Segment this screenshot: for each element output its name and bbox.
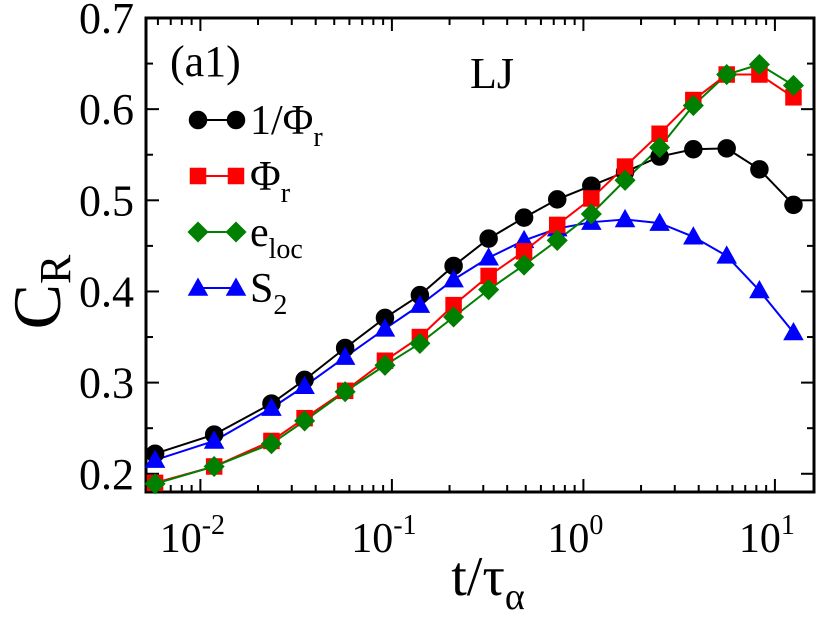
legend-marker-2 [187,221,209,243]
data-point-3 [294,375,315,395]
data-point-3 [683,226,704,245]
data-point-2 [513,254,535,276]
data-point-2 [682,94,704,117]
data-point-2 [409,332,431,354]
data-point-2 [580,203,602,225]
y-tick-label: 0.6 [79,85,134,134]
data-point-2 [748,53,770,76]
data-point-2 [443,306,465,328]
data-point-3 [443,269,464,288]
x-tick-label: 10-2 [160,510,225,562]
y-axis-label: CR [0,254,80,329]
data-point-3 [649,212,670,231]
data-point-0 [514,208,534,227]
y-tick-label: 0.3 [79,359,134,408]
data-point-0 [750,160,769,179]
y-axis-label-main: C [0,284,75,329]
data-point-2 [546,229,568,251]
data-point-2 [144,473,166,495]
legend-label-3: S2 [250,266,287,321]
data-point-2 [374,354,396,376]
data-point-0 [717,139,736,158]
data-point-3 [334,346,356,365]
data-point-3 [409,294,431,313]
plot-frame [144,16,816,494]
y-tick-label: 0.2 [79,450,134,499]
data-point-2 [294,410,316,432]
series-layer [144,53,805,495]
legend-marker-1 [189,167,207,185]
data-point-2 [614,169,636,191]
x-axis-label-main: t/τ [451,546,505,608]
x-axis-label-sub: α [505,576,525,618]
data-point-3 [374,318,396,337]
x-tick-label: 100 [547,510,603,562]
data-point-0 [784,195,803,215]
legend-marker-0 [188,110,208,130]
legend-marker-0 [226,110,246,130]
data-point-3 [716,245,737,264]
annotation-lj: LJ [470,49,514,98]
data-point-3 [478,247,499,266]
legend-label-2: eloc [250,210,303,265]
data-point-3 [144,449,166,468]
legend-label-1: Φr [250,154,291,209]
data-point-2 [478,279,500,301]
x-tick-label: 10-1 [351,510,416,562]
legend-marker-3 [225,277,247,296]
data-point-3 [261,397,282,416]
data-point-0 [684,140,703,159]
data-point-3 [783,321,804,341]
data-point-3 [203,430,225,449]
data-point-2 [782,74,805,97]
data-point-0 [479,229,498,248]
y-tick-label: 0.5 [79,176,134,225]
y-axis-label-sub: R [31,254,80,284]
legend-marker-2 [225,221,247,243]
panel-label: (a1) [170,37,241,86]
data-point-3 [614,208,636,228]
data-point-2 [716,63,738,86]
data-point-2 [334,381,356,403]
data-point-0 [547,190,567,209]
legend-marker-1 [227,167,245,185]
y-tick-label: 0.4 [79,267,134,316]
data-point-3 [749,280,770,299]
legend-marker-3 [187,277,209,296]
legend-label-0: 1/Φr [250,98,323,153]
axis-ticks: 0.2 0.3 0.4 0.5 0.6 0.7 10-2 10-1 100 101 [79,0,814,562]
y-tick-label: 0.7 [79,0,134,43]
data-point-2 [203,455,225,478]
data-point-2 [649,136,671,158]
x-tick-label: 101 [739,510,795,562]
x-axis-label: t/τα [451,546,525,618]
data-point-2 [260,433,283,455]
